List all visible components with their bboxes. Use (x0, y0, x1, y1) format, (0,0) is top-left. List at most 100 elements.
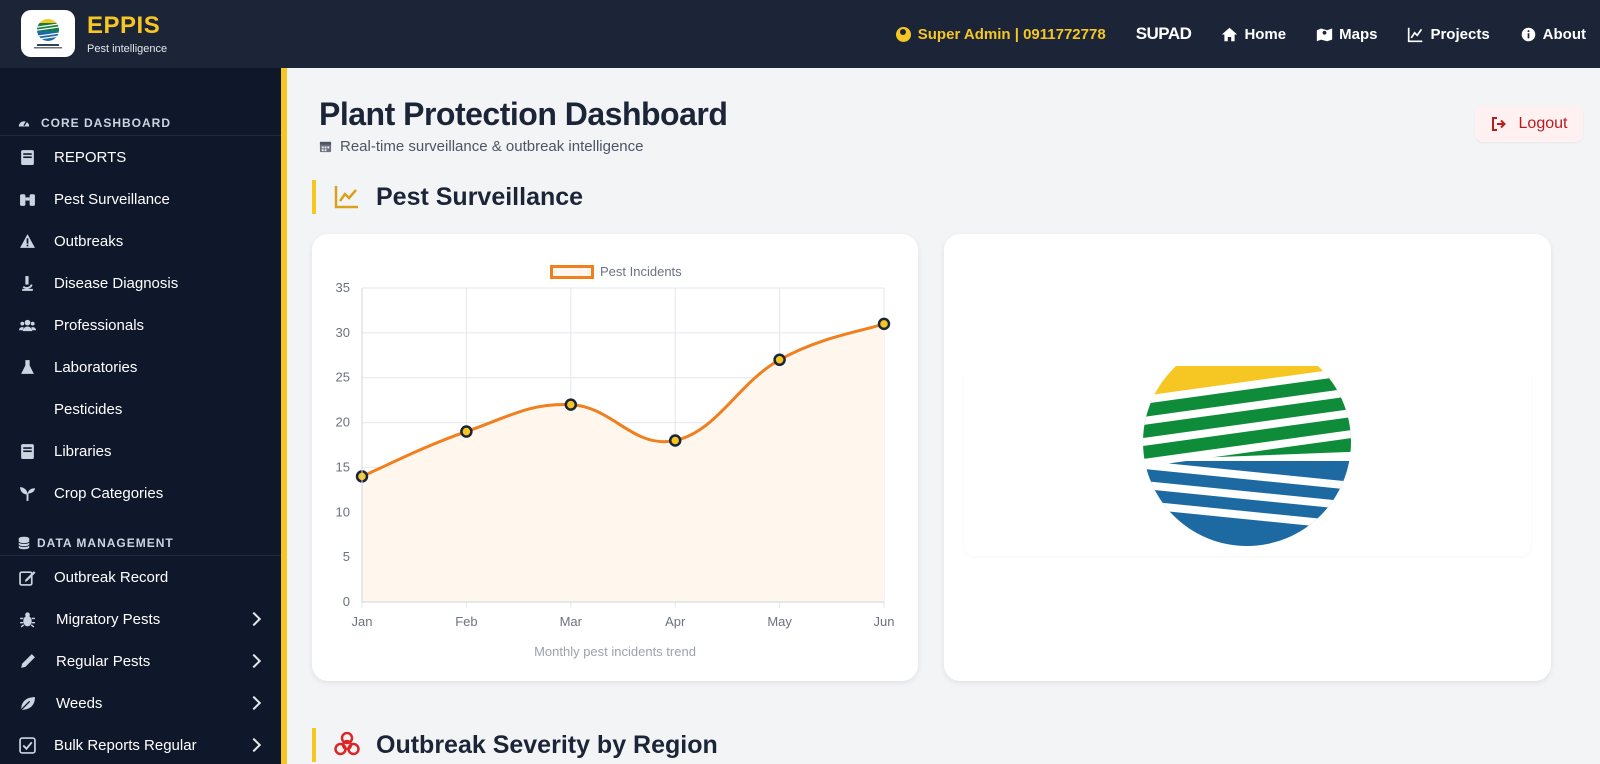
sidebar-item-reports[interactable]: REPORTS (0, 136, 281, 178)
user-info[interactable]: Super Admin | 0911772778 (895, 25, 1106, 43)
x-tick-label: Mar (560, 614, 583, 629)
sidebar-item-disease-diagnosis[interactable]: Disease Diagnosis (0, 262, 281, 304)
sidebar-item-weeds[interactable]: Weeds (0, 682, 281, 724)
sidebar-item-professionals[interactable]: Professionals (0, 304, 281, 346)
nav-maps-label: Maps (1339, 25, 1378, 43)
chart-legend[interactable]: Pest Incidents (550, 264, 682, 279)
chart-card: Pest Incidents 0 5 10 15 20 25 30 35 Jan Feb Mar Ap… (312, 234, 918, 681)
user-circle-icon (895, 26, 911, 42)
chart-caption: Monthly pest incidents trend (534, 644, 696, 659)
core-heading-label: CORE DASHBOARD (41, 115, 172, 130)
sidebar: CORE DASHBOARD REPORTS Pest Surveillance… (0, 68, 287, 764)
data-management-heading: DATA MANAGEMENT (0, 530, 281, 556)
info-icon (1521, 27, 1535, 41)
nav-about[interactable]: About (1520, 26, 1586, 43)
leaf-icon (18, 694, 36, 712)
chart-line-icon (334, 186, 358, 209)
sidebar-item-label: Weeds (56, 694, 103, 712)
section-outbreak-severity: Outbreak Severity by Region (312, 728, 718, 762)
nav-projects-label: Projects (1430, 25, 1490, 43)
y-tick-label: 20 (336, 415, 350, 430)
sidebar-item-laboratories[interactable]: Laboratories (0, 346, 281, 388)
logout-button[interactable]: Logout (1475, 106, 1583, 142)
sidebar-item-label: Disease Diagnosis (54, 274, 179, 292)
x-tick-label: Feb (455, 614, 477, 629)
logo-icon (34, 18, 62, 48)
main-content: Plant Protection Dashboard Real-time sur… (287, 68, 1600, 764)
nav-projects[interactable]: Projects (1407, 25, 1490, 43)
page-subtitle: Real-time surveillance & outbreak intell… (319, 138, 644, 155)
legend-label: Pest Incidents (600, 264, 682, 279)
binoculars-icon (18, 190, 36, 208)
home-icon (1222, 27, 1238, 41)
logout-label: Logout (1518, 115, 1568, 132)
y-tick-label: 5 (343, 549, 350, 564)
chevron-right-icon (246, 653, 262, 669)
nav-home[interactable]: Home (1221, 26, 1286, 43)
line-chart: 0 5 10 15 20 25 30 35 Jan Feb Mar Apr May Jun (336, 280, 895, 629)
app-logo[interactable] (21, 10, 75, 57)
sidebar-item-outbreaks[interactable]: Outbreaks (0, 220, 281, 262)
sidebar-item-bulk-reports-regular[interactable]: Bulk Reports Regular (0, 724, 281, 764)
warning-icon (18, 232, 36, 250)
bug-icon (18, 610, 36, 628)
book-icon (18, 148, 36, 166)
x-tick-label: Jun (874, 614, 895, 629)
sidebar-item-label: Pesticides (54, 400, 123, 418)
data-point (877, 317, 891, 331)
supad-link[interactable]: SUPAD (1135, 24, 1192, 43)
sign-out-icon (1491, 117, 1506, 131)
nav-home-label: Home (1244, 25, 1287, 43)
sidebar-item-label: Crop Categories (54, 484, 164, 502)
sidebar-item-crop-categories[interactable]: Crop Categories (0, 472, 281, 514)
user-label: Super Admin | 0911772778 (917, 25, 1106, 43)
series-line (361, 322, 885, 478)
logo-panel (964, 366, 1531, 556)
calendar-icon (319, 141, 332, 153)
core-dashboard-heading: CORE DASHBOARD (0, 110, 281, 136)
sidebar-item-pest-surveillance[interactable]: Pest Surveillance (0, 178, 281, 220)
top-bar: EPPIS Pest intelligence Super Admin | 09… (0, 0, 1600, 68)
sidebar-item-label: REPORTS (54, 148, 127, 166)
sidebar-item-label: Bulk Reports Regular (54, 736, 197, 754)
book-icon (18, 442, 36, 460)
sidebar-accent-strip (281, 68, 287, 764)
edit-icon (18, 568, 36, 586)
database-icon (18, 536, 30, 549)
app-subtitle: Pest intelligence (87, 43, 168, 55)
sidebar-item-outbreak-record[interactable]: Outbreak Record (0, 556, 281, 598)
map-icon (1316, 28, 1333, 41)
x-tick-label: Apr (665, 614, 686, 629)
seedling-icon (18, 484, 36, 502)
sidebar-item-label: Libraries (54, 442, 112, 460)
x-tick-label: Jan (352, 614, 373, 629)
x-tick-label: May (767, 614, 792, 629)
data-point (773, 353, 786, 367)
pencil-icon (18, 652, 36, 670)
y-tick-label: 30 (336, 325, 350, 340)
sidebar-item-regular-pests[interactable]: Regular Pests (0, 640, 281, 682)
gauge-icon (18, 120, 30, 126)
sidebar-item-label: Pest Surveillance (54, 190, 170, 208)
legend-swatch (550, 264, 594, 279)
users-icon (18, 316, 36, 334)
sidebar-item-label: Professionals (54, 316, 145, 334)
sidebar-item-label: Outbreaks (54, 232, 124, 250)
chart-line-icon (1408, 27, 1423, 42)
biohazard-icon (334, 732, 360, 756)
page-subtitle-text: Real-time surveillance & outbreak intell… (340, 138, 644, 155)
logo-card (944, 234, 1551, 681)
sidebar-item-label: Regular Pests (56, 652, 151, 670)
chevron-right-icon (246, 611, 262, 627)
y-tick-label: 10 (336, 504, 350, 519)
sidebar-item-migratory-pests[interactable]: Migratory Pests (0, 598, 281, 640)
sidebar-item-label: Outbreak Record (54, 568, 169, 586)
sidebar-item-libraries[interactable]: Libraries (0, 430, 281, 472)
data-point (460, 425, 473, 438)
y-tick-label: 15 (336, 459, 350, 474)
sidebar-item-label: Laboratories (54, 358, 138, 376)
nav-maps[interactable]: Maps (1316, 26, 1377, 43)
y-tick-label: 25 (336, 370, 350, 385)
section-pest-surveillance: Pest Surveillance (312, 180, 583, 214)
sidebar-item-pesticides[interactable]: Pesticides (0, 388, 281, 430)
